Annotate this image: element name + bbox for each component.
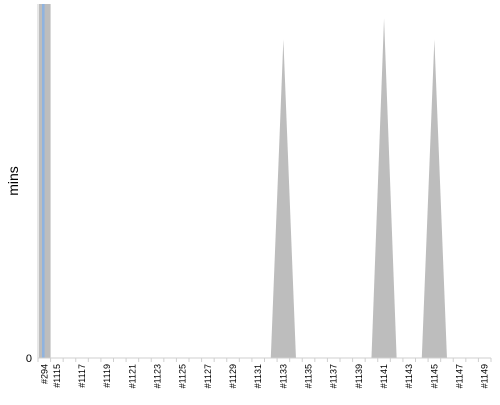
x-tick-label: #1141: [379, 364, 389, 388]
x-tick-label: #1129: [228, 364, 238, 388]
x-tick-label: #1139: [354, 364, 364, 388]
x-tick-label: #1133: [278, 364, 288, 388]
x-tick-label: #1123: [153, 364, 163, 388]
area-peak-1133: [270, 39, 296, 359]
x-tick-label: #1135: [304, 364, 314, 388]
x-tick-label: #1147: [455, 364, 465, 388]
x-tick-label: #1149: [480, 364, 490, 388]
x-tick-label: #1115: [52, 364, 62, 388]
highlight-bar: [42, 4, 45, 358]
x-tick-label: #1125: [178, 364, 188, 388]
x-tick-label: #1145: [429, 364, 439, 388]
area-first-bar: [39, 4, 51, 358]
y-axis-label: mins: [5, 166, 21, 196]
x-tick-label: #1131: [253, 364, 263, 388]
label-layer: mins 0 #294 #1115 #1117 #1119 #1121 #1123 #1125 #…: [5, 166, 490, 388]
y-tick-label: 0: [26, 353, 32, 365]
x-tick-label: #1117: [77, 364, 87, 388]
x-tick-label: #1119: [102, 364, 112, 388]
x-tick-label: #294: [39, 364, 49, 384]
axis-layer: [37, 4, 492, 362]
area-peak-1141: [371, 18, 397, 358]
x-tick-label: #1121: [127, 364, 137, 388]
x-tick-label: #1143: [404, 364, 414, 388]
x-tick-label: #1137: [329, 364, 339, 388]
x-tick-label: #1127: [203, 364, 213, 388]
area-peak-1145: [421, 39, 447, 359]
area-layer: [39, 4, 447, 359]
